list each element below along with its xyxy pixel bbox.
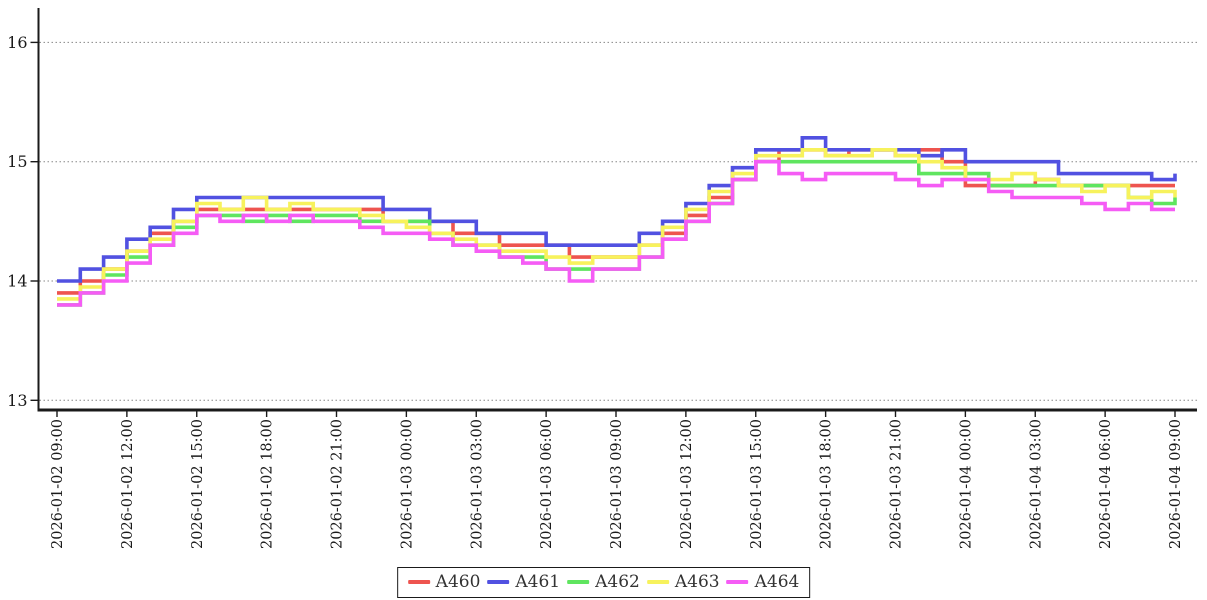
series-line-A462 [57, 159, 1177, 307]
x-tick-label: 2026-01-04 06:00 [1098, 419, 1114, 549]
y-tick-label: 15 [7, 152, 27, 171]
legend-label-A464: A464 [754, 572, 800, 592]
x-tick-label: 2026-01-03 00:00 [399, 419, 415, 549]
x-tick-label: 2026-01-02 21:00 [330, 419, 346, 549]
x-tick-label: 2026-01-02 18:00 [260, 419, 276, 549]
x-tick-label: 2026-01-03 03:00 [469, 419, 485, 549]
x-tick-label: 2026-01-03 21:00 [889, 419, 905, 549]
x-tick-label: 2026-01-04 09:00 [1168, 419, 1184, 549]
series-line-A464 [57, 159, 1175, 307]
legend-swatch-A464 [726, 580, 749, 584]
x-tick-label: 2026-01-03 09:00 [609, 419, 625, 549]
legend-swatch-A462 [567, 580, 590, 584]
legend-label-A460: A460 [435, 572, 481, 592]
series-line-A461 [57, 136, 1177, 283]
x-tick-label: 2026-01-03 12:00 [679, 419, 695, 549]
x-tick-label: 2026-01-03 15:00 [749, 419, 765, 549]
legend-swatch-A463 [646, 580, 669, 584]
legend-item-A461: A461 [487, 572, 560, 592]
x-tick-label: 2026-01-02 12:00 [120, 419, 136, 549]
x-tick-label: 2026-01-04 00:00 [958, 419, 974, 549]
y-tick-label: 16 [7, 33, 27, 52]
legend-label-A462: A462 [595, 572, 640, 592]
legend-swatch-A460 [407, 580, 430, 584]
x-tick-label: 2026-01-03 06:00 [539, 419, 555, 549]
legend-item-A462: A462 [567, 572, 640, 592]
series-line-A463 [57, 148, 1177, 301]
y-tick-label: 13 [7, 391, 27, 410]
x-tick-label: 2026-01-04 03:00 [1028, 419, 1044, 549]
x-tick-label: 2026-01-03 18:00 [819, 419, 835, 549]
legend-label-A463: A463 [674, 572, 720, 592]
legend-label-A461: A461 [515, 572, 561, 592]
legend-item-A463: A463 [646, 572, 720, 592]
x-tick-label: 2026-01-02 09:00 [50, 419, 66, 549]
x-tick-label: 2026-01-02 15:00 [190, 419, 206, 549]
legend-item-A464: A464 [726, 572, 800, 592]
chart-legend: A460 A461 A462 A463 A464 [396, 567, 811, 598]
legend-swatch-A461 [487, 580, 510, 584]
y-tick-label: 14 [7, 272, 27, 291]
legend-item-A460: A460 [407, 572, 481, 592]
